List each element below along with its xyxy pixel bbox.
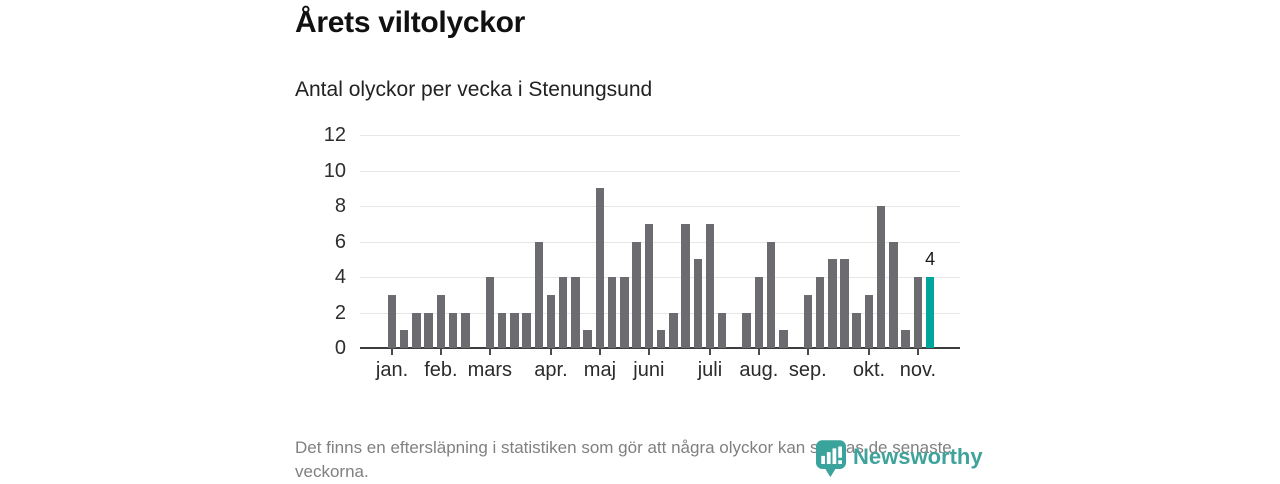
x-axis-label: jan.: [375, 359, 409, 381]
bar: [522, 312, 531, 348]
highlighted-bar: [925, 277, 935, 348]
y-axis-label: 10: [323, 159, 346, 182]
bar: [766, 241, 776, 348]
bar: [510, 312, 519, 348]
axis-tick: [867, 348, 870, 355]
bar: [607, 277, 617, 348]
bar: [571, 277, 580, 348]
y-axis-label: 12: [323, 124, 346, 146]
bar: [815, 277, 825, 348]
gridline: [360, 135, 960, 136]
x-axis-label: mars: [467, 359, 513, 381]
y-axis-label: 8: [334, 195, 346, 217]
axis-tick: [708, 348, 711, 355]
x-axis-label: apr.: [534, 359, 568, 381]
bar: [901, 330, 910, 348]
axis-tick: [549, 348, 552, 355]
x-axis-label: feb.: [424, 359, 458, 381]
bar: [852, 312, 861, 348]
bar: [913, 277, 923, 348]
gridline: [360, 277, 960, 278]
bar: [461, 312, 470, 348]
x-axis-label: sep.: [788, 359, 827, 381]
gridline: [360, 241, 960, 243]
bar-value-label: 4: [925, 249, 936, 269]
x-axis-line: [360, 347, 960, 349]
bar: [546, 294, 556, 348]
bar: [558, 277, 568, 348]
bar: [840, 259, 849, 348]
bar: [387, 294, 397, 348]
bar: [436, 294, 446, 348]
gridline: [360, 170, 960, 172]
bar: [876, 206, 886, 348]
bar: [717, 312, 727, 348]
axis-tick: [488, 348, 491, 355]
bar: [754, 277, 764, 348]
x-axis-label: aug.: [739, 359, 779, 381]
bar: [889, 241, 898, 348]
bar-chart-plot-area: 0 2 4 6 8 10 12 4 jan. feb. mars apr. maj juni juli aug…: [324, 125, 960, 381]
newsworthy-logo: Newsworthy: [816, 440, 983, 483]
axis-tick: [391, 348, 393, 355]
y-axis-label: 0: [334, 337, 346, 359]
chart-footnote: Det finns en eftersläpning i statistiken…: [295, 438, 952, 482]
bar: [448, 312, 458, 348]
newsworthy-icon: [816, 440, 846, 483]
bar: [705, 223, 715, 348]
x-axis-label: okt.: [852, 359, 886, 381]
gridline: [360, 312, 960, 314]
y-axis-label: 4: [334, 266, 346, 288]
brand-name: Newsworthy: [853, 444, 983, 469]
axis-tick: [806, 348, 809, 355]
x-axis-label: juli: [697, 359, 723, 381]
axis-tick: [598, 348, 601, 355]
gridline: [360, 206, 960, 207]
axis-tick: [439, 348, 442, 355]
bar: [534, 241, 543, 348]
bar: [669, 312, 678, 348]
chart-subtitle: Antal olyckor per vecka i Stenungsund: [295, 78, 653, 101]
axis-tick: [647, 348, 650, 355]
axis-tick: [757, 348, 760, 355]
axis-tick: [916, 348, 919, 355]
bar: [424, 312, 433, 348]
bar: [803, 294, 813, 348]
bar: [779, 330, 788, 348]
bar: [583, 330, 592, 348]
x-axis-label: nov.: [899, 359, 937, 381]
bar: [656, 330, 666, 348]
x-axis-label: juni: [633, 359, 665, 381]
bar: [595, 188, 605, 348]
bar: [497, 312, 507, 348]
bar: [620, 277, 629, 348]
bar: [693, 259, 702, 348]
x-axis-label: maj: [583, 359, 617, 381]
page-title: Årets viltolyckor: [295, 6, 525, 39]
bar: [632, 241, 641, 348]
bar: [681, 223, 690, 348]
bar: [644, 223, 654, 348]
bar: [864, 294, 874, 348]
bar: [412, 312, 421, 348]
bar: [485, 277, 495, 348]
bar: [828, 259, 837, 348]
y-axis-label: 2: [334, 301, 346, 324]
bar: [742, 312, 751, 348]
bar: [399, 330, 409, 348]
y-axis-label: 6: [334, 230, 346, 253]
